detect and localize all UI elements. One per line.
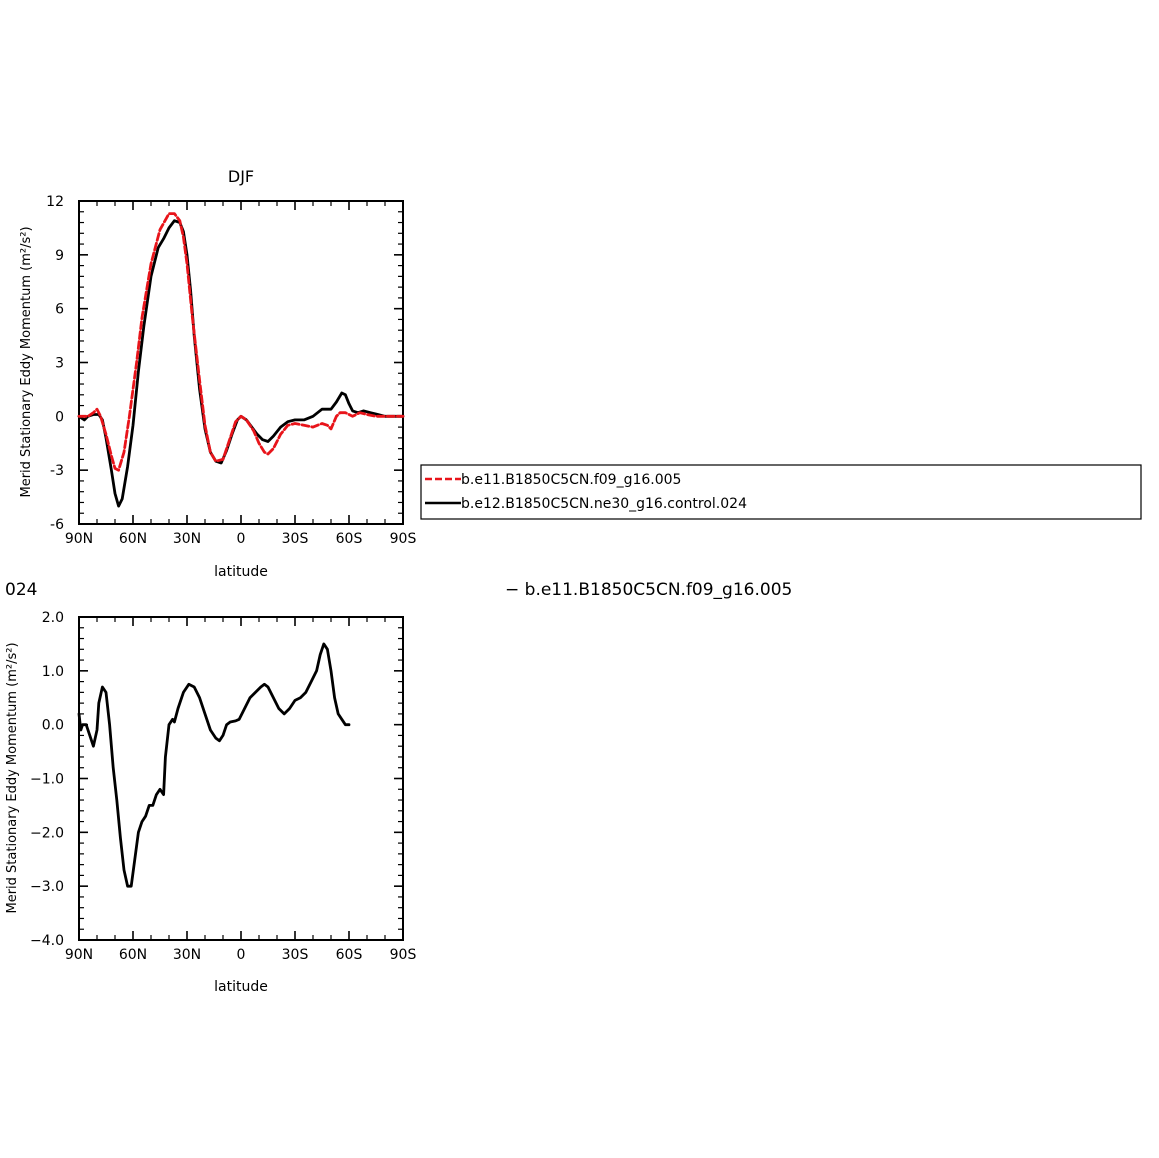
series-line-black: [77, 642, 351, 888]
x-axis-label: latitude: [214, 979, 268, 995]
y-axis-label: Merid Stationary Eddy Momentum (m²/s²): [19, 226, 34, 497]
x-tick-label: 30S: [282, 947, 309, 963]
chart-title: DJF: [228, 167, 254, 186]
plot-frame: [78, 616, 404, 941]
y-tick-label: 6: [55, 302, 64, 318]
series-line-red-dashed: [77, 212, 405, 472]
legend: b.e11.B1850C5CN.f09_g16.005 b.e12.B1850C…: [420, 464, 1142, 520]
series-group: [77, 642, 351, 888]
y-tick-label: −4.0: [30, 933, 64, 949]
x-tick-label: 60S: [336, 947, 363, 963]
y-tick-label: 1.0: [42, 664, 64, 680]
y-tick-label: −3.0: [30, 879, 64, 895]
x-tick-label: 90S: [390, 947, 417, 963]
x-tick-label: 90N: [65, 947, 93, 963]
chart-title-right: − b.e11.B1850C5CN.f09_g16.005: [505, 580, 792, 600]
x-tick-label: 30N: [173, 947, 201, 963]
axis-ticks: 90N 60N 30N 0 30S 60S 90S −4.0 −3.0 −2.0 −1.0 0.0 1.…: [30, 610, 416, 963]
x-tick-label: 90N: [65, 531, 93, 547]
y-tick-label: 2.0: [42, 610, 64, 626]
axis-ticks: 90N 60N 30N 0 30S 60S 90S -6 -3 0 3 6 9 12: [46, 194, 416, 547]
series-line-black: [77, 219, 405, 508]
x-tick-label: 0: [237, 947, 246, 963]
chart-title-left: 024: [5, 580, 37, 600]
y-tick-label: -3: [50, 463, 64, 479]
x-tick-label: 30S: [282, 531, 309, 547]
y-tick-label: -6: [50, 517, 64, 533]
legend-box: [420, 464, 1142, 520]
chart-bottom: 90N 60N 30N 0 30S 60S 90S −4.0 −3.0 −2.0 −1.0 0.0 1.…: [5, 610, 416, 995]
legend-label: b.e12.B1850C5CN.ne30_g16.control.024: [461, 496, 747, 512]
legend-label: b.e11.B1850C5CN.f09_g16.005: [461, 472, 681, 488]
x-tick-label: 60S: [336, 531, 363, 547]
y-tick-label: −1.0: [30, 772, 64, 788]
y-tick-label: 12: [46, 194, 64, 210]
y-axis-label: Merid Stationary Eddy Momentum (m²/s²): [5, 642, 20, 913]
x-tick-label: 60N: [119, 947, 147, 963]
y-tick-label: 0.0: [42, 718, 64, 734]
x-tick-label: 60N: [119, 531, 147, 547]
y-tick-label: 0: [55, 409, 64, 425]
y-tick-label: 9: [55, 248, 64, 264]
x-tick-label: 90S: [390, 531, 417, 547]
y-tick-label: −2.0: [30, 825, 64, 841]
x-axis-label: latitude: [214, 564, 268, 580]
series-group: [77, 212, 405, 508]
y-tick-label: 3: [55, 356, 64, 372]
x-tick-label: 0: [237, 531, 246, 547]
chart-top: DJF 90N 60N 30N 0 30S 60S 90S -6 -3 0 3 6 9 12 latitu…: [19, 167, 416, 580]
x-tick-label: 30N: [173, 531, 201, 547]
plot-frame: [78, 200, 404, 525]
